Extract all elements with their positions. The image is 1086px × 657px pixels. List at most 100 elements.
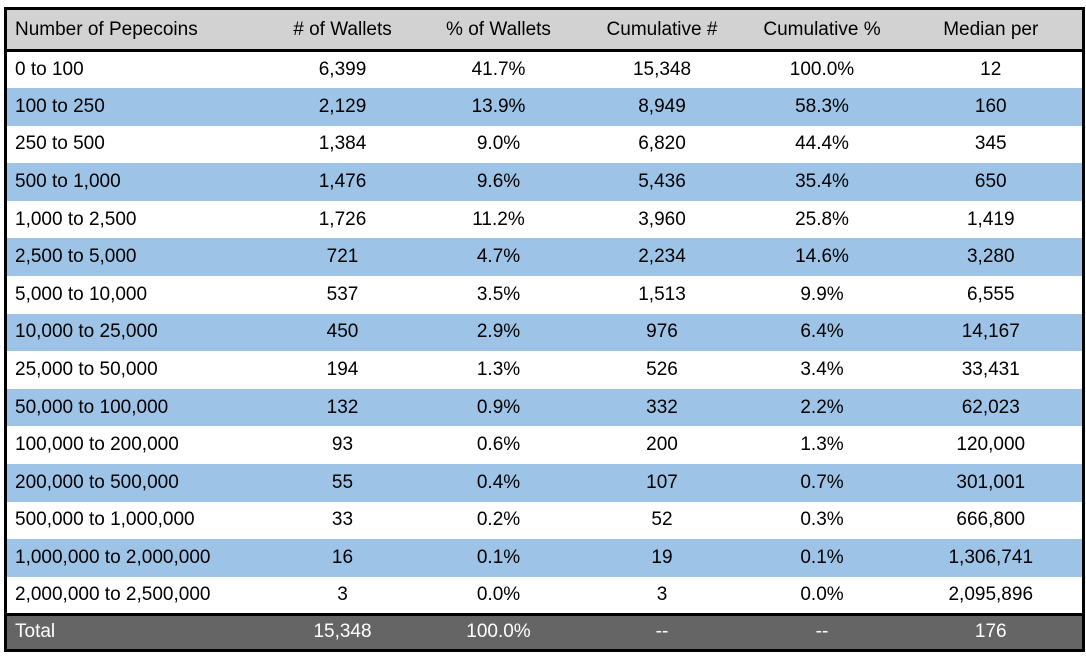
cell-wallet-count: 1,726 <box>318 208 367 230</box>
cell-cumulative-count: 3,960 <box>638 208 686 230</box>
cell-wallet-pct: 9.6% <box>476 171 521 193</box>
cell-range: 1,000 to 2,500 <box>15 208 137 230</box>
cell-cumulative-count: 19 <box>651 547 673 569</box>
table-row: 10,000 to 25,000 450 2.9% 976 6.4% 14,16… <box>5 313 1084 352</box>
cell-wallet-pct: 2.9% <box>476 321 521 343</box>
column-header-median-per: Median per <box>899 8 1084 52</box>
cell-wallet-pct: 11.2% <box>472 208 525 230</box>
cell-cumulative-pct: 44.4% <box>795 133 849 155</box>
cell-range: 500 to 1,000 <box>15 171 121 193</box>
cell-cumulative-pct: 9.9% <box>800 283 844 305</box>
cell-cumulative-pct: 58.3% <box>795 95 849 117</box>
cell-range: 100 to 250 <box>15 95 105 117</box>
table-row: 100,000 to 200,000 93 0.6% 200 1.3% 120,… <box>5 426 1084 465</box>
cell-wallet-count: 537 <box>326 283 359 305</box>
cell-wallet-pct: 0.2% <box>476 509 521 531</box>
table-row: 250 to 500 1,384 9.0% 6,820 44.4% 345 <box>5 125 1084 164</box>
cell-median: 62,023 <box>961 396 1020 418</box>
pepecoin-distribution-table: Number of Pepecoins # of Wallets % of Wa… <box>4 7 1085 652</box>
cell-cumulative-count: 52 <box>651 509 673 531</box>
table-row: 1,000,000 to 2,000,000 16 0.1% 19 0.1% 1… <box>5 539 1084 577</box>
cell-cumulative-count: 976 <box>646 321 678 343</box>
cell-median: 120,000 <box>956 434 1026 456</box>
cell-range: 2,000,000 to 2,500,000 <box>15 583 211 605</box>
cell-median: 12 <box>980 59 1002 81</box>
table-row: 2,500 to 5,000 721 4.7% 2,234 14.6% 3,28… <box>5 238 1084 277</box>
cell-median: 301,001 <box>956 471 1026 493</box>
total-label: Total <box>5 612 268 651</box>
header-row: Number of Pepecoins # of Wallets % of Wa… <box>5 8 1084 52</box>
cell-cumulative-pct: 0.0% <box>800 583 844 605</box>
cell-cumulative-pct: 2.2% <box>800 396 844 418</box>
cell-wallet-pct: 3.5% <box>476 283 521 305</box>
cell-cumulative-count: 1,513 <box>638 283 686 305</box>
table-row: 0 to 100 6,399 41.7% 15,348 100.0% 12 <box>5 50 1084 89</box>
table-row: 50,000 to 100,000 132 0.9% 332 2.2% 62,0… <box>5 388 1084 427</box>
table-row: 5,000 to 10,000 537 3.5% 1,513 9.9% 6,55… <box>5 276 1084 314</box>
cell-cumulative-count: 332 <box>646 396 678 418</box>
cell-range: 50,000 to 100,000 <box>15 396 169 418</box>
cell-wallet-pct: 0.9% <box>476 396 521 418</box>
cell-wallet-count: 721 <box>326 246 359 268</box>
cell-median: 1,306,741 <box>948 547 1034 569</box>
cell-wallet-pct: 1.3% <box>476 359 521 381</box>
table-row: 25,000 to 50,000 194 1.3% 526 3.4% 33,43… <box>5 351 1084 389</box>
cell-cumulative-count: 6,820 <box>638 133 686 155</box>
cell-cumulative-pct: 1.3% <box>800 434 844 456</box>
cell-cumulative-count: 2,234 <box>638 246 686 268</box>
cell-range: 5,000 to 10,000 <box>15 283 148 305</box>
column-header-cumulative-num: Cumulative # <box>579 8 745 52</box>
cell-wallet-count: 6,399 <box>318 59 367 81</box>
cell-wallet-pct: 4.7% <box>476 246 521 268</box>
cell-cumulative-pct: 14.6% <box>795 246 849 268</box>
cell-cumulative-count: 107 <box>646 471 678 493</box>
cell-range: 100,000 to 200,000 <box>15 434 179 456</box>
cell-cumulative-pct: 0.1% <box>800 547 844 569</box>
column-header-num-wallets: # of Wallets <box>267 8 418 52</box>
cell-range: 1,000,000 to 2,000,000 <box>15 547 211 569</box>
table-row: 2,000,000 to 2,500,000 3 0.0% 3 0.0% 2,0… <box>5 576 1084 615</box>
cell-wallet-count: 3 <box>337 583 348 605</box>
table-row: 500,000 to 1,000,000 33 0.2% 52 0.3% 666… <box>5 501 1084 540</box>
cell-cumulative-count: 200 <box>646 434 678 456</box>
cell-wallet-count: 93 <box>331 434 354 456</box>
table-row: 100 to 250 2,129 13.9% 8,949 58.3% 160 <box>5 88 1084 126</box>
cell-wallet-pct: 0.1% <box>476 547 521 569</box>
cell-cumulative-pct: 100.0% <box>789 59 855 81</box>
cell-wallet-count: 1,476 <box>318 171 367 193</box>
cell-cumulative-pct: 0.7% <box>800 471 844 493</box>
cell-median: 3,280 <box>966 246 1015 268</box>
cell-median: 14,167 <box>961 321 1020 343</box>
cell-cumulative-pct: 3.4% <box>800 359 844 381</box>
cell-wallet-count: 194 <box>326 359 359 381</box>
cell-wallet-count: 450 <box>326 321 359 343</box>
cell-wallet-pct: 41.7% <box>471 59 526 81</box>
cell-median: 160 <box>974 95 1007 117</box>
cell-range: 200,000 to 500,000 <box>15 471 179 493</box>
total-median: 176 <box>899 612 1084 651</box>
cell-wallet-pct: 0.4% <box>476 471 521 493</box>
cell-range: 2,500 to 5,000 <box>15 246 137 268</box>
cell-cumulative-count: 15,348 <box>632 59 692 81</box>
cell-wallet-pct: 0.0% <box>476 583 521 605</box>
cell-cumulative-pct: 0.3% <box>800 509 844 531</box>
cell-wallet-count: 2,129 <box>318 95 367 117</box>
cell-wallet-pct: 0.6% <box>476 434 521 456</box>
cell-wallet-pct: 13.9% <box>471 95 526 117</box>
total-wallet-pct: 100.0% <box>417 612 580 651</box>
cell-median: 666,800 <box>956 509 1026 531</box>
cell-cumulative-pct: 6.4% <box>800 321 844 343</box>
cell-range: 250 to 500 <box>15 133 105 155</box>
cell-median: 6,555 <box>966 283 1015 305</box>
cell-wallet-count: 55 <box>331 471 354 493</box>
cell-median: 650 <box>974 171 1007 193</box>
cell-cumulative-count: 8,949 <box>638 95 686 117</box>
cell-wallet-pct: 9.0% <box>476 133 521 155</box>
cell-range: 500,000 to 1,000,000 <box>15 509 195 531</box>
table-row: 200,000 to 500,000 55 0.4% 107 0.7% 301,… <box>5 464 1084 502</box>
cell-median: 2,095,896 <box>948 583 1034 605</box>
total-row: Total 15,348 100.0% -- -- 176 <box>5 612 1084 651</box>
table-row: 1,000 to 2,500 1,726 11.2% 3,960 25.8% 1… <box>5 200 1084 239</box>
column-header-pct-wallets: % of Wallets <box>417 8 580 52</box>
cell-wallet-count: 33 <box>331 509 354 531</box>
